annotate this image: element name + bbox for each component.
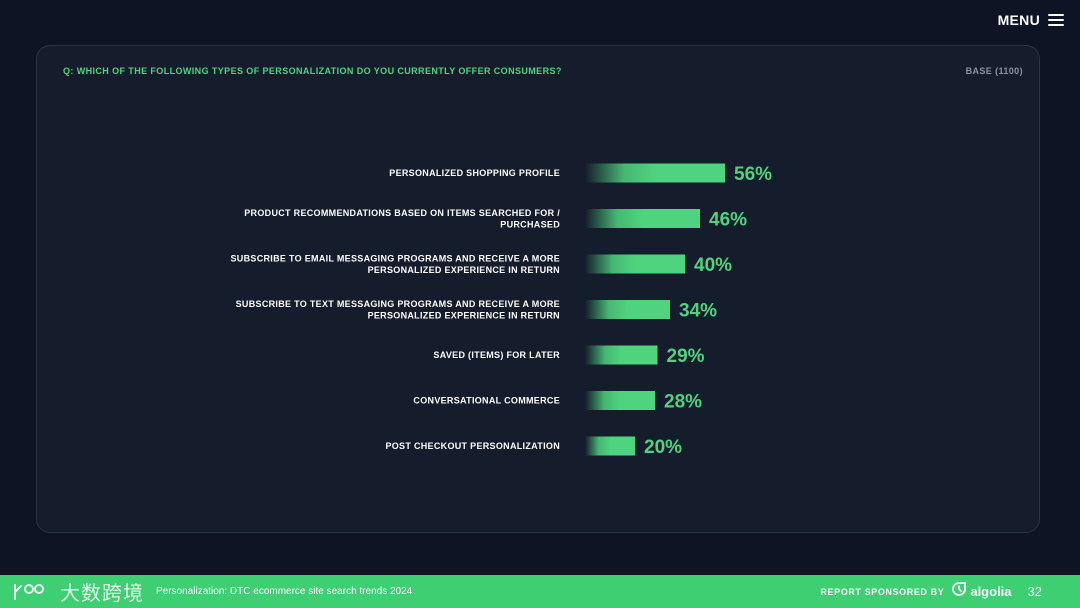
value-label-2: 40%: [694, 255, 732, 276]
sponsor-logo[interactable]: algolia: [952, 582, 1012, 601]
category-label-2-line-0: SUBSCRIBE TO EMAIL MESSAGING PROGRAMS AN…: [231, 253, 561, 263]
category-label-3-line-1: PERSONALIZED EXPERIENCE IN RETURN: [368, 310, 560, 320]
bar-0: [585, 163, 725, 183]
bar-2: [585, 254, 685, 274]
value-label-5: 28%: [664, 392, 702, 413]
category-label-0: PERSONALIZED SHOPPING PROFILE: [389, 168, 560, 178]
value-label-3: 34%: [679, 301, 717, 322]
watermark-text: 大数跨境: [60, 583, 144, 605]
category-label-6: POST CHECKOUT PERSONALIZATION: [385, 441, 560, 451]
menu-button[interactable]: MENU: [998, 12, 1064, 28]
sponsor-label: REPORT SPONSORED BY: [820, 586, 945, 597]
category-label-5: CONVERSATIONAL COMMERCE: [413, 396, 560, 406]
menu-label: MENU: [997, 12, 1040, 28]
category-label-1-line-1: PURCHASED: [500, 219, 560, 229]
base-size: BASE (1100): [965, 66, 1023, 76]
value-label-0: 56%: [734, 164, 772, 185]
category-label-1-line-0: PRODUCT RECOMMENDATIONS BASED ON ITEMS S…: [244, 208, 560, 218]
page-number: 32: [1027, 584, 1042, 599]
watermark-logo-icon: [12, 581, 50, 603]
footer-bar: 大数跨境 Personalization: DTC ecommerce site…: [0, 575, 1080, 608]
report-title: Personalization: DTC ecommerce site sear…: [156, 586, 413, 597]
bar-1: [585, 209, 700, 228]
value-label-1: 46%: [709, 210, 747, 231]
value-label-4: 29%: [667, 346, 705, 367]
algolia-icon: [952, 582, 967, 601]
sponsor-name: algolia: [970, 584, 1012, 599]
category-label-3-line-0: SUBSCRIBE TO TEXT MESSAGING PROGRAMS AND…: [236, 299, 560, 309]
bar-chart: 56% PERSONALIZED SHOPPING PROFILE 46% PRODU…: [231, 163, 772, 458]
category-label-2-line-1: PERSONALIZED EXPERIENCE IN RETURN: [368, 265, 560, 275]
bar-6: [585, 436, 635, 456]
chart-card: Q: WHICH OF THE FOLLOWING TYPES OF PERSO…: [36, 45, 1040, 533]
bar-5: [585, 391, 655, 410]
bar-3: [585, 300, 670, 319]
value-label-6: 20%: [644, 437, 682, 458]
bar-4: [585, 345, 658, 365]
question-text: Q: WHICH OF THE FOLLOWING TYPES OF PERSO…: [63, 66, 562, 76]
hamburger-icon: [1048, 13, 1064, 27]
category-label-4: SAVED (ITEMS) FOR LATER: [433, 350, 560, 360]
